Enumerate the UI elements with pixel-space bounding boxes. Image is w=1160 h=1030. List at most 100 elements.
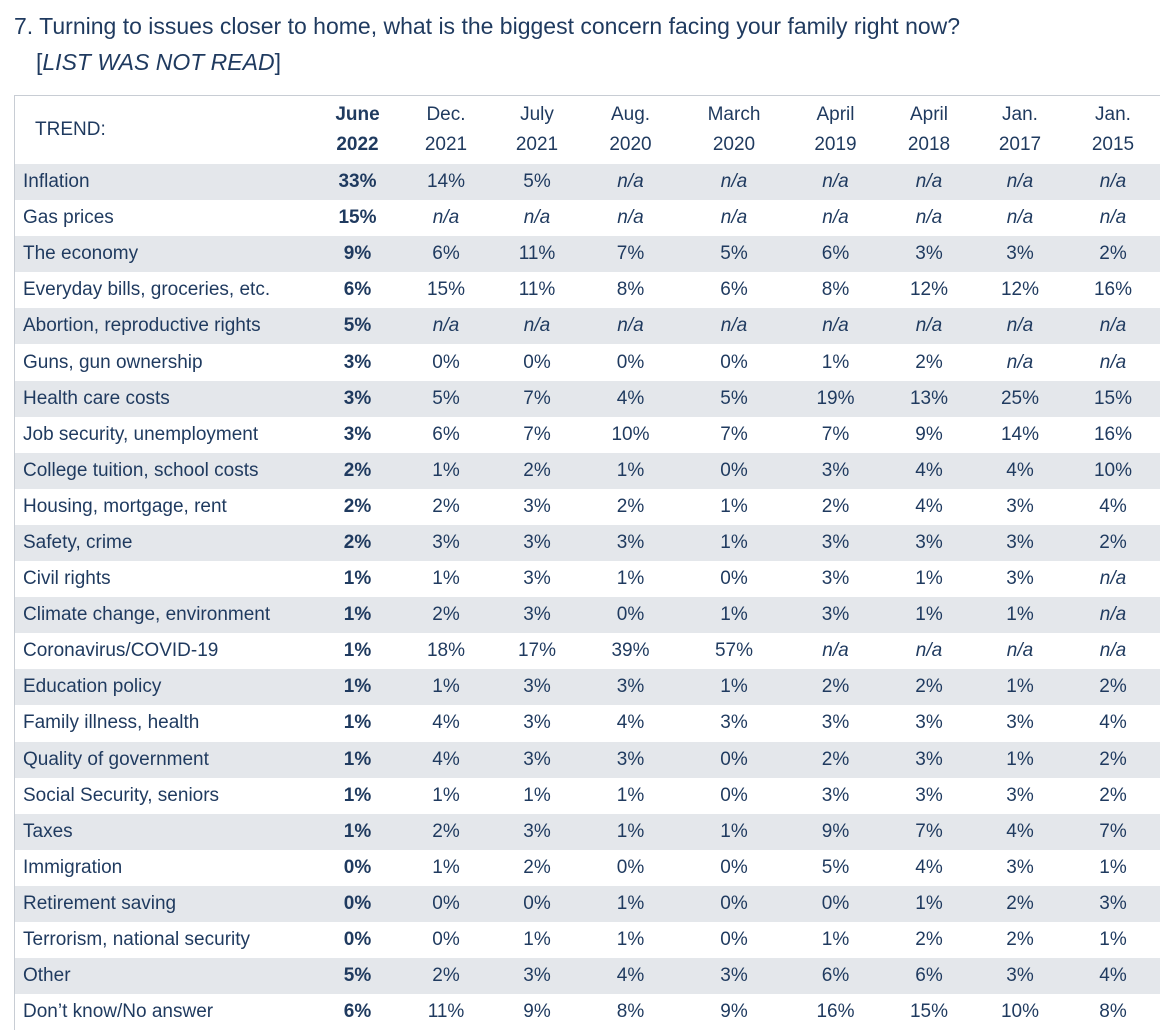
table-cell: 6% bbox=[399, 236, 494, 272]
table-cell: n/a bbox=[494, 308, 581, 344]
table-cell: 6% bbox=[884, 958, 975, 994]
table-cell: 14% bbox=[975, 417, 1066, 453]
table-cell: 4% bbox=[1066, 958, 1160, 994]
column-header-line2: 2022 bbox=[317, 130, 399, 160]
table-cell: n/a bbox=[788, 164, 884, 200]
table-cell: 17% bbox=[494, 633, 581, 669]
table-cell: 5% bbox=[317, 308, 399, 344]
table-cell: 14% bbox=[399, 164, 494, 200]
table-cell: 2% bbox=[399, 958, 494, 994]
table-cell: 9% bbox=[317, 236, 399, 272]
row-label: Civil rights bbox=[15, 561, 317, 597]
table-cell: 2% bbox=[317, 489, 399, 525]
table-cell: 8% bbox=[581, 272, 681, 308]
question-note: [LIST WAS NOT READ] bbox=[14, 44, 1154, 80]
table-cell: 0% bbox=[317, 850, 399, 886]
table-cell: 3% bbox=[975, 236, 1066, 272]
table-cell: 3% bbox=[884, 525, 975, 561]
column-header-line2: 2018 bbox=[884, 130, 975, 160]
row-label: Terrorism, national security bbox=[15, 922, 317, 958]
table-cell: 10% bbox=[975, 994, 1066, 1030]
table-cell: 5% bbox=[494, 164, 581, 200]
table-cell: 1% bbox=[884, 561, 975, 597]
table-cell: 1% bbox=[681, 814, 788, 850]
table-cell: 0% bbox=[581, 850, 681, 886]
table-cell: 1% bbox=[681, 525, 788, 561]
table-cell: 1% bbox=[884, 886, 975, 922]
table-cell: 1% bbox=[788, 922, 884, 958]
table-cell: 3% bbox=[494, 597, 581, 633]
table-cell: 3% bbox=[581, 669, 681, 705]
table-cell: n/a bbox=[1066, 344, 1160, 380]
column-header-line1: April bbox=[884, 100, 975, 130]
table-cell: 3% bbox=[975, 778, 1066, 814]
table-cell: 12% bbox=[975, 272, 1066, 308]
table-cell: n/a bbox=[884, 164, 975, 200]
table-cell: 11% bbox=[494, 272, 581, 308]
column-header-line1: April bbox=[788, 100, 884, 130]
table-cell: 6% bbox=[317, 272, 399, 308]
table-cell: 0% bbox=[788, 886, 884, 922]
column-header-line2: 2021 bbox=[494, 130, 581, 160]
row-label: Inflation bbox=[15, 164, 317, 200]
table-cell: n/a bbox=[788, 633, 884, 669]
table-cell: n/a bbox=[975, 344, 1066, 380]
table-cell: 3% bbox=[681, 705, 788, 741]
table-cell: 3% bbox=[788, 561, 884, 597]
table-cell: 15% bbox=[1066, 381, 1160, 417]
row-label: Education policy bbox=[15, 669, 317, 705]
table-cell: 3% bbox=[975, 561, 1066, 597]
row-label: Don’t know/No answer bbox=[15, 994, 317, 1030]
table-cell: 4% bbox=[1066, 705, 1160, 741]
table-cell: 2% bbox=[788, 742, 884, 778]
table-cell: 57% bbox=[681, 633, 788, 669]
row-label: Gas prices bbox=[15, 200, 317, 236]
table-cell: 3% bbox=[884, 705, 975, 741]
table-cell: 0% bbox=[681, 453, 788, 489]
table-cell: 1% bbox=[975, 669, 1066, 705]
row-label: The economy bbox=[15, 236, 317, 272]
question-number: 7. bbox=[14, 13, 33, 39]
column-header-line2: 2020 bbox=[681, 130, 788, 160]
table-cell: 15% bbox=[317, 200, 399, 236]
table-cell: 3% bbox=[975, 489, 1066, 525]
table-cell: 11% bbox=[399, 994, 494, 1030]
trend-label: TREND: bbox=[15, 96, 317, 165]
table-cell: 7% bbox=[494, 417, 581, 453]
table-cell: 0% bbox=[681, 850, 788, 886]
table-cell: 1% bbox=[494, 922, 581, 958]
table-cell: 3% bbox=[1066, 886, 1160, 922]
table-cell: n/a bbox=[399, 200, 494, 236]
column-header-line2: 2021 bbox=[399, 130, 494, 160]
table-cell: 1% bbox=[317, 669, 399, 705]
table-cell: 0% bbox=[494, 886, 581, 922]
table-cell: 1% bbox=[681, 597, 788, 633]
table-cell: 39% bbox=[581, 633, 681, 669]
table-cell: n/a bbox=[581, 200, 681, 236]
table-cell: 3% bbox=[884, 778, 975, 814]
table-cell: 2% bbox=[494, 453, 581, 489]
table-cell: 8% bbox=[788, 272, 884, 308]
table-cell: 9% bbox=[494, 994, 581, 1030]
table-cell: 2% bbox=[1066, 742, 1160, 778]
table-cell: 19% bbox=[788, 381, 884, 417]
note-text: LIST WAS NOT READ bbox=[42, 49, 274, 75]
table-cell: n/a bbox=[1066, 308, 1160, 344]
table-cell: 3% bbox=[317, 344, 399, 380]
table-cell: 11% bbox=[494, 236, 581, 272]
table-cell: n/a bbox=[1066, 200, 1160, 236]
table-cell: 16% bbox=[1066, 272, 1160, 308]
table-cell: 4% bbox=[975, 453, 1066, 489]
